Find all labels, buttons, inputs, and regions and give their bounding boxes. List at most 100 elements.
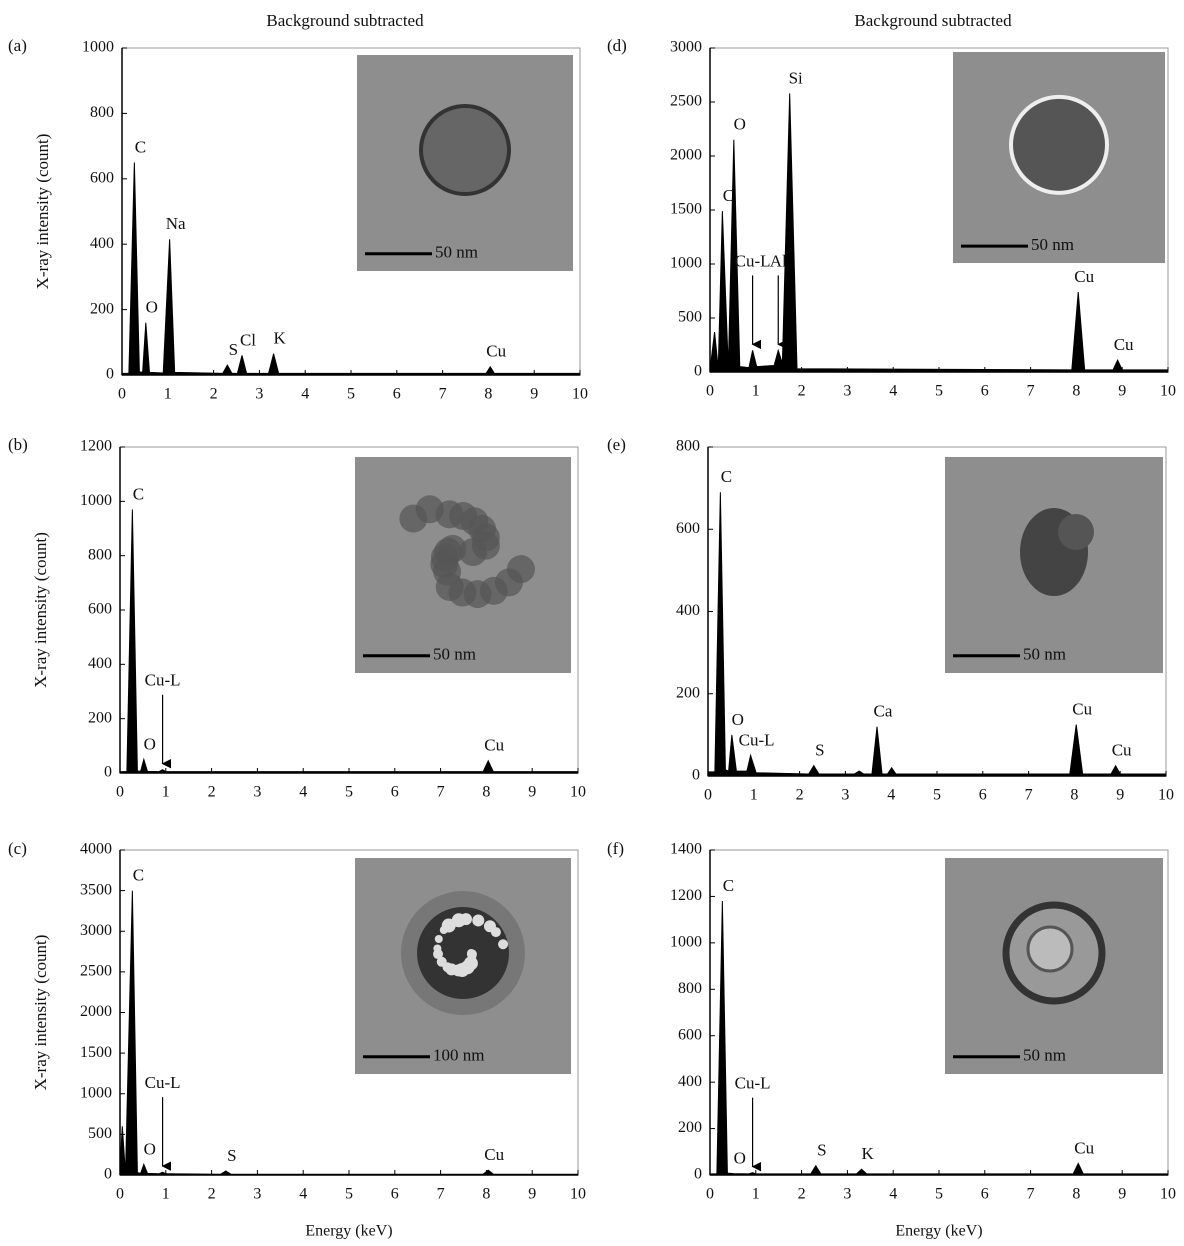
y-tick-label: 600 — [678, 1026, 702, 1043]
peak-label: C — [133, 484, 144, 503]
inclusion — [498, 939, 509, 950]
y-tick-label: 800 — [90, 104, 114, 121]
particle — [1058, 514, 1094, 551]
spectrum — [121, 162, 581, 376]
x-tick-label: 10 — [1158, 787, 1174, 804]
spectrum — [707, 492, 1167, 777]
x-tick-label: 10 — [570, 1186, 586, 1203]
x-tick-label: 6 — [981, 1186, 989, 1203]
x-axis-label: Energy (keV) — [305, 1223, 392, 1240]
inclusion — [483, 920, 496, 933]
panel-label: (d) — [607, 36, 627, 55]
spectrum — [709, 93, 1169, 373]
y-tick-label: 2500 — [80, 963, 112, 980]
x-tick-label: 4 — [889, 383, 897, 400]
y-tick-label: 200 — [676, 684, 700, 701]
x-tick-label: 0 — [116, 1186, 124, 1203]
inclusion — [445, 963, 458, 976]
x-tick-label: 6 — [391, 784, 399, 801]
particle — [438, 534, 467, 563]
x-tick-label: 8 — [1072, 1186, 1080, 1203]
x-tick-label: 3 — [253, 1186, 261, 1203]
y-tick-label: 400 — [90, 235, 114, 252]
peak-label: K — [861, 1144, 874, 1163]
y-tick-label: 600 — [676, 520, 700, 537]
peak-label: Cu — [486, 342, 506, 361]
peak-label: C — [135, 137, 146, 156]
y-tick-label: 0 — [694, 1166, 702, 1183]
peak-label: Cu — [484, 736, 504, 755]
peak-label: C — [133, 866, 144, 885]
x-tick-label: 2 — [208, 784, 216, 801]
particle — [415, 495, 444, 524]
x-tick-label: 5 — [347, 386, 355, 403]
x-tick-label: 1 — [164, 386, 172, 403]
scale-label: 50 nm — [1023, 645, 1066, 664]
peak-label: Ca — [874, 702, 893, 721]
y-tick-label: 800 — [678, 980, 702, 997]
x-tick-label: 5 — [933, 787, 941, 804]
x-tick-label: 5 — [935, 1186, 943, 1203]
peak-label: O — [734, 115, 746, 134]
x-tick-label: 10 — [1160, 1186, 1176, 1203]
y-tick-label: 800 — [88, 546, 112, 563]
y-tick-label: 1500 — [670, 201, 702, 218]
peak-label: S — [815, 741, 824, 760]
panel-label: (a) — [8, 36, 27, 55]
panel-label: (c) — [8, 839, 27, 858]
y-tick-label: 400 — [88, 655, 112, 672]
x-tick-label: 6 — [393, 386, 401, 403]
x-tick-label: 5 — [345, 784, 353, 801]
peak-label: O — [146, 298, 158, 317]
inclusion — [455, 963, 470, 978]
peak-label: Cu — [1074, 1138, 1094, 1157]
y-tick-label: 800 — [676, 438, 700, 455]
peak-label: O — [732, 710, 744, 729]
peak-label: Cu-L — [735, 251, 771, 270]
tem-image — [355, 457, 571, 673]
x-tick-label: 9 — [528, 1186, 536, 1203]
peak-label: C — [723, 186, 734, 205]
x-tick-label: 8 — [482, 784, 490, 801]
x-tick-label: 3 — [253, 784, 261, 801]
y-tick-label: 0 — [104, 764, 112, 781]
y-tick-label: 3000 — [80, 922, 112, 939]
inclusion — [433, 949, 444, 960]
y-tick-label: 2500 — [670, 93, 702, 110]
x-tick-label: 8 — [484, 386, 492, 403]
x-tick-label: 0 — [706, 1186, 714, 1203]
x-tick-label: 7 — [437, 1186, 445, 1203]
y-tick-label: 4000 — [80, 841, 112, 858]
x-tick-label: 4 — [299, 784, 307, 801]
particle — [435, 572, 464, 601]
x-tick-label: 2 — [798, 383, 806, 400]
x-tick-label: 1 — [162, 784, 170, 801]
x-tick-label: 6 — [391, 1186, 399, 1203]
peak-label: Cu-L — [145, 1073, 181, 1092]
x-tick-label: 3 — [843, 1186, 851, 1203]
scale-label: 50 nm — [1023, 1046, 1066, 1065]
peak-label: S — [817, 1141, 826, 1160]
x-tick-label: 7 — [439, 386, 447, 403]
y-tick-label: 200 — [678, 1119, 702, 1136]
x-tick-label: 1 — [752, 383, 760, 400]
y-tick-label: 400 — [678, 1073, 702, 1090]
y-tick-label: 3000 — [670, 39, 702, 56]
peak-label: C — [721, 467, 732, 486]
x-tick-label: 10 — [570, 784, 586, 801]
x-tick-label: 4 — [299, 1186, 307, 1203]
inclusion — [439, 925, 448, 934]
x-tick-label: 9 — [528, 784, 536, 801]
peak-label: Cu — [484, 1145, 504, 1164]
x-tick-label: 8 — [482, 1186, 490, 1203]
peak-label: Al — [770, 251, 787, 270]
inclusion — [434, 934, 443, 943]
y-tick-label: 1000 — [670, 255, 702, 272]
x-tick-label: 0 — [704, 787, 712, 804]
y-tick-label: 1200 — [80, 438, 112, 455]
particle — [471, 531, 500, 560]
y-tick-label: 0 — [106, 366, 114, 383]
peak-label: Na — [166, 214, 186, 233]
x-tick-label: 0 — [118, 386, 126, 403]
y-tick-label: 1000 — [80, 492, 112, 509]
